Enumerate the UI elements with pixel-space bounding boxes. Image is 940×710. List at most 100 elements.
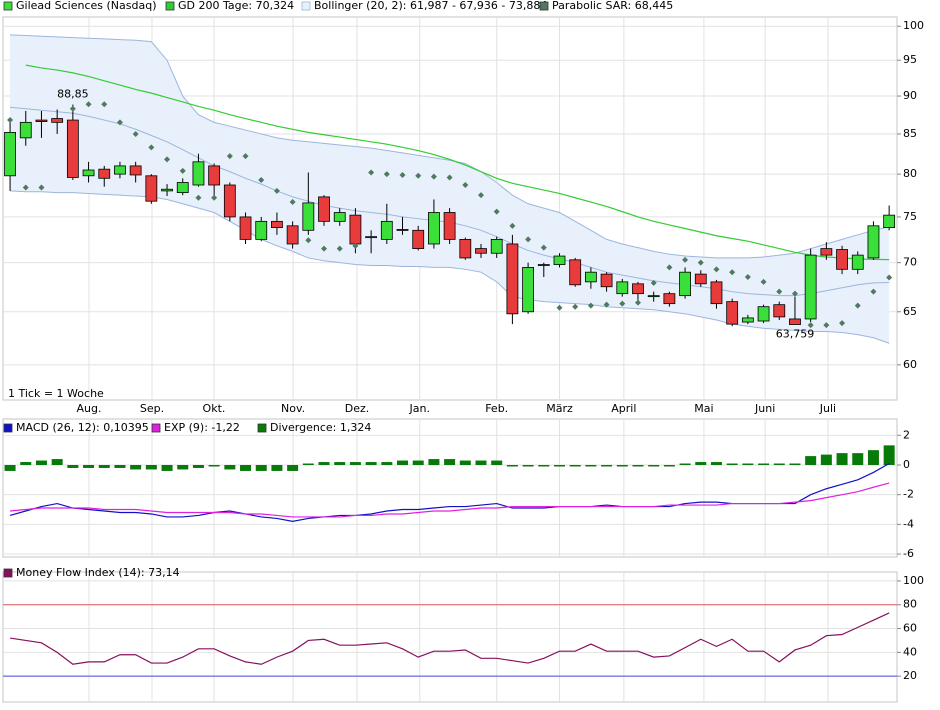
y-tick-label: 0 (903, 458, 910, 471)
legend-label: Divergence: 1,324 (270, 421, 371, 434)
sar-dot (273, 187, 280, 194)
bar (789, 463, 801, 465)
bar (852, 453, 864, 465)
sar-dot (321, 245, 328, 252)
plot-area (2, 571, 898, 703)
candle-body (161, 188, 173, 192)
sar-dot (697, 259, 704, 266)
bar (397, 460, 409, 465)
bar (4, 465, 16, 471)
legend-swatch (165, 1, 175, 11)
legend-label: GD 200 Tage: 70,324 (178, 0, 294, 12)
legend-label: EXP (9): -1,22 (164, 421, 240, 434)
sar-dot (886, 274, 893, 281)
sar-dot (116, 119, 123, 126)
candle-body (741, 317, 754, 323)
bar (98, 465, 110, 468)
bar (742, 463, 754, 465)
bar (553, 465, 565, 467)
y-tick-label: 60 (903, 622, 917, 635)
candle-body (883, 214, 896, 229)
candle-body (506, 243, 519, 315)
sar-dot (352, 242, 359, 249)
x-tick-label: Sep. (140, 402, 164, 415)
bar (35, 460, 47, 465)
bar (522, 465, 534, 467)
y-tick-label: 60 (903, 358, 917, 371)
bar (83, 465, 95, 468)
bar (616, 465, 628, 467)
sar-dot (462, 181, 469, 188)
legend-label: Gilead Sciences (Nasdaq) (16, 0, 156, 12)
bar (867, 450, 879, 465)
sar-dot (368, 169, 375, 176)
legend-swatch (151, 423, 161, 433)
y-tick-label: 100 (903, 19, 924, 32)
candle-body (647, 295, 660, 298)
bar (679, 463, 691, 465)
legend-swatch (539, 1, 549, 11)
sar-dot (195, 194, 202, 201)
bar (648, 465, 660, 467)
bar (569, 465, 581, 467)
x-tick-label: Juli (819, 402, 836, 415)
x-tick-label: Okt. (203, 402, 226, 415)
bar (287, 465, 299, 471)
sar-dot (682, 256, 689, 263)
sar-dot (211, 194, 218, 201)
bar (883, 445, 895, 465)
bar (349, 462, 361, 465)
candle-body (114, 165, 126, 175)
legend-label: Parabolic SAR: 68,445 (552, 0, 673, 12)
sar-dot (650, 279, 657, 286)
sar-dot (383, 171, 390, 178)
sar-dot (619, 300, 626, 307)
bar (365, 462, 377, 465)
annotation: 63,759 (776, 328, 815, 341)
sar-dot (854, 302, 861, 309)
candle-body (679, 271, 691, 297)
legend-swatch (3, 568, 13, 578)
bar (758, 463, 770, 465)
x-tick-label: Jan. (409, 402, 430, 415)
candle-body (192, 161, 205, 186)
bar (506, 465, 518, 467)
sar-dot (132, 130, 139, 137)
legend-swatch (3, 423, 13, 433)
candle-body (757, 306, 770, 322)
sar-dot (839, 320, 846, 327)
x-tick-label: Feb. (485, 402, 508, 415)
y-tick-label: 95 (903, 53, 917, 66)
candle-body (412, 229, 425, 249)
legend-label: MACD (26, 12): 0,10395 (16, 421, 149, 434)
bollinger-upper (10, 34, 890, 259)
sar-dot (634, 299, 641, 306)
candle-body (82, 169, 95, 177)
legend-label: Bollinger (20, 2): 61,987 - 67,936 - 73,… (314, 0, 547, 12)
candle-body (66, 119, 79, 178)
line (10, 482, 890, 518)
bar (459, 460, 471, 465)
candle-body (239, 216, 252, 240)
candle-body (490, 238, 503, 254)
y-tick-label: 65 (903, 305, 917, 318)
candle-body (129, 165, 142, 176)
bar (820, 454, 832, 465)
candle-body (600, 273, 613, 288)
sar-dot (399, 171, 406, 178)
bar (130, 465, 142, 470)
bar (428, 459, 440, 465)
candle-body (349, 214, 362, 245)
x-tick-label: Mai (694, 402, 713, 415)
candle-body (365, 236, 378, 239)
sar-dot (226, 153, 233, 160)
candle-body (333, 212, 346, 222)
sar-dot (603, 301, 610, 308)
candle-body (616, 281, 629, 295)
bar (601, 465, 613, 467)
candle-body (789, 318, 801, 325)
sar-dot (101, 101, 108, 108)
sar-dot (509, 222, 516, 229)
